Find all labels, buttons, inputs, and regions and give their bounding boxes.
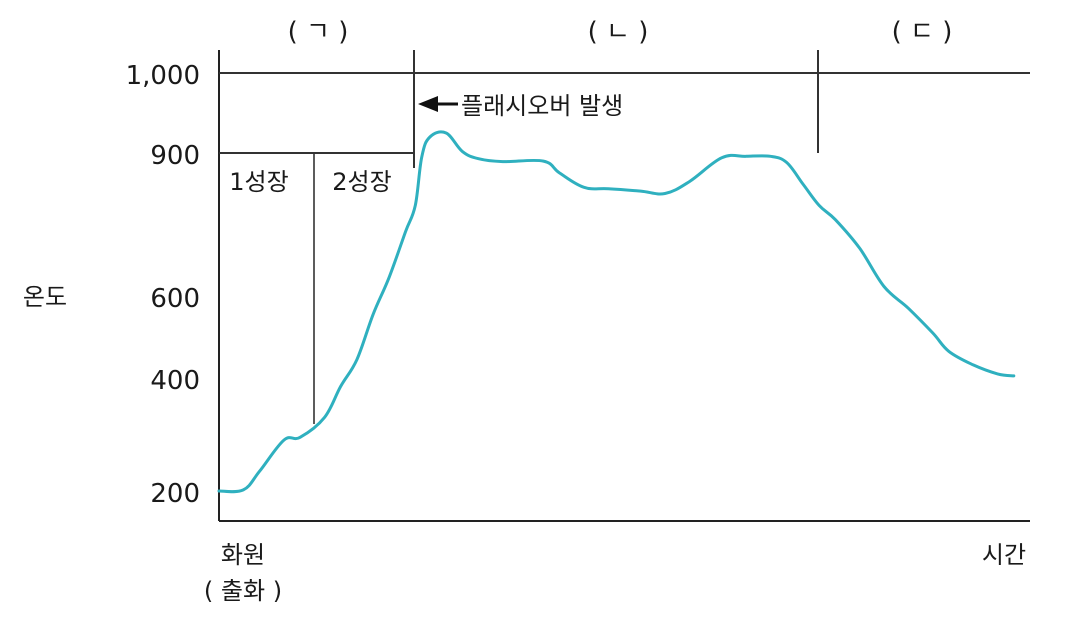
stage-label-1: 1성장 — [229, 168, 288, 196]
data-point — [818, 204, 821, 207]
data-point — [420, 155, 423, 158]
data-point — [558, 172, 561, 175]
data-point — [477, 157, 480, 160]
phase-label-1: ( ㄱ ) — [288, 17, 349, 47]
data-point — [428, 136, 431, 139]
data-point — [501, 160, 504, 163]
data-point — [907, 307, 910, 310]
data-point — [461, 150, 464, 153]
data-point — [769, 155, 772, 158]
stage-label-2: 2성장 — [332, 168, 391, 196]
data-point — [931, 331, 934, 334]
y-axis-label: 온도 — [23, 283, 67, 311]
data-point — [542, 160, 545, 163]
data-point — [355, 358, 358, 361]
data-point — [607, 187, 610, 190]
data-point — [339, 385, 342, 388]
data-point — [282, 439, 285, 442]
x-axis-end-label: 시간 — [982, 541, 1026, 569]
data-point — [745, 155, 748, 158]
x-axis-start-label: 화원 — [221, 541, 265, 569]
y-tick-label: 600 — [150, 284, 200, 314]
data-point — [372, 313, 375, 316]
data-point — [785, 161, 788, 164]
y-tick-label: 400 — [150, 366, 200, 396]
data-point — [858, 247, 861, 250]
temperature-line — [217, 130, 1016, 494]
data-point — [1012, 374, 1015, 377]
data-point — [801, 183, 804, 186]
y-tick-label: 200 — [150, 479, 200, 509]
data-point — [972, 363, 975, 366]
y-tick-label: 1,000 — [126, 61, 200, 91]
data-point — [947, 350, 950, 353]
data-point — [834, 218, 837, 221]
phase-label-2: ( ㄴ ) — [588, 17, 649, 47]
data-point — [883, 285, 886, 288]
data-point — [218, 490, 221, 493]
data-point — [445, 132, 448, 135]
y-tick-label: 900 — [150, 141, 200, 171]
data-point — [414, 204, 417, 207]
data-point — [639, 190, 642, 193]
data-point — [664, 192, 667, 195]
data-point — [258, 470, 261, 473]
data-point — [720, 156, 723, 159]
data-point — [404, 230, 407, 233]
data-point — [996, 372, 999, 375]
phase-label-3: ( ㄷ ) — [892, 17, 953, 47]
data-point — [323, 416, 326, 419]
data-point — [688, 180, 691, 183]
data-point — [583, 186, 586, 189]
flashover-annotation: 플래시오버 발생 — [461, 92, 623, 120]
flashover-arrow-icon — [418, 96, 458, 112]
x-axis-start-sublabel: ( 출화 ) — [204, 577, 282, 605]
data-point — [242, 488, 245, 491]
data-point — [388, 275, 391, 278]
series-layer — [217, 130, 1016, 494]
data-point — [299, 436, 302, 439]
